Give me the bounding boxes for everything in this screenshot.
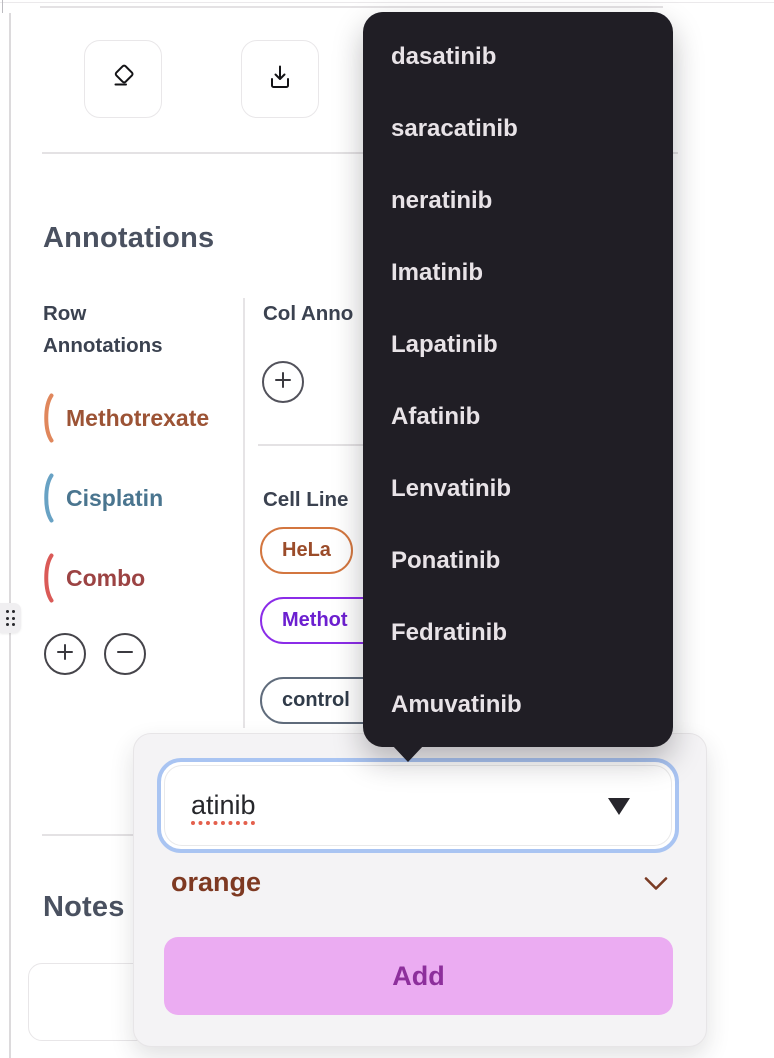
menu-item-neratinib[interactable]: neratinib — [391, 187, 493, 214]
caret-down-icon[interactable] — [608, 798, 630, 815]
cell-line-pill-hela[interactable]: HeLa — [260, 527, 353, 574]
top-hairline — [0, 1, 774, 3]
plus-icon — [273, 370, 293, 395]
add-row-annotation-button[interactable] — [44, 633, 86, 675]
menu-item-saracatinib[interactable]: saracatinib — [391, 115, 518, 142]
row-annotation-label: Combo — [66, 564, 146, 591]
remove-row-annotation-button[interactable] — [104, 633, 146, 675]
minus-icon — [115, 642, 135, 667]
column-divider — [243, 298, 245, 728]
row-annotation-methotrexate[interactable]: Methotrexate — [40, 392, 209, 444]
menu-item-imatinib[interactable]: Imatinib — [391, 259, 484, 286]
panel-left-border — [9, 13, 11, 1058]
eraser-icon — [105, 59, 141, 100]
menu-item-ponatinib[interactable]: Ponatinib — [391, 547, 501, 574]
download-icon — [262, 59, 298, 100]
row-annotation-label: Methotrexate — [66, 404, 210, 431]
bracket-icon — [40, 553, 54, 603]
eraser-button[interactable] — [84, 40, 162, 118]
plus-icon — [55, 642, 75, 667]
cell-line-title: Cell Line — [263, 488, 349, 511]
notes-title: Notes — [43, 891, 125, 923]
toolbar-divider — [42, 152, 678, 154]
bracket-icon — [40, 473, 54, 523]
chevron-down-icon[interactable] — [643, 874, 669, 899]
dropdown-pointer-tail — [392, 745, 424, 762]
menu-item-dasatinib[interactable]: dasatinib — [391, 43, 497, 70]
color-select-value[interactable]: orange — [171, 867, 262, 897]
grip-dots-icon — [5, 610, 16, 626]
suggestions-dropdown: dasatinib saracatinib neratinib Imatinib… — [363, 12, 673, 747]
row-annotation-combo[interactable]: Combo — [40, 552, 145, 604]
menu-item-amuvatinib[interactable]: Amuvatinib — [391, 691, 522, 718]
menu-item-afatinib[interactable]: Afatinib — [391, 403, 481, 430]
col-annotations-title: Col Anno — [263, 302, 354, 325]
row-annotations-title: Row Annotations — [43, 302, 163, 357]
pill-label: HeLa — [282, 539, 331, 561]
download-button[interactable] — [241, 40, 319, 118]
scroll-edge-mark — [1, 0, 3, 13]
bracket-icon — [40, 393, 54, 443]
section-divider-top — [40, 5, 663, 8]
annotation-search-combobox[interactable]: atinib — [157, 758, 679, 853]
add-annotation-popup: atinib orange Add — [133, 733, 707, 1047]
pill-label: Methot — [282, 609, 348, 631]
pill-label: control — [282, 689, 350, 711]
add-col-annotation-button[interactable] — [262, 361, 304, 403]
row-annotation-cisplatin[interactable]: Cisplatin — [40, 472, 163, 524]
menu-item-lenvatinib[interactable]: Lenvatinib — [391, 475, 512, 502]
panel-drag-handle[interactable] — [0, 603, 21, 633]
annotations-title: Annotations — [43, 222, 215, 254]
search-input-value[interactable]: atinib — [191, 790, 256, 820]
row-annotation-label: Cisplatin — [66, 484, 164, 511]
menu-item-lapatinib[interactable]: Lapatinib — [391, 331, 498, 358]
add-button[interactable]: Add — [164, 937, 673, 1015]
menu-item-fedratinib[interactable]: Fedratinib — [391, 619, 508, 646]
